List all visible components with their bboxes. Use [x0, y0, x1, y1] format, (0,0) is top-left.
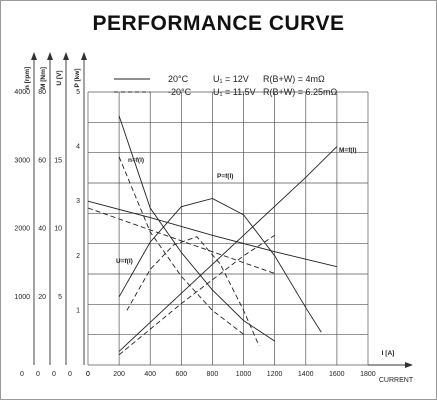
x-axis-title: CURRENT	[379, 377, 414, 384]
legend-temp: -20°C	[168, 87, 192, 97]
legend-voltage: U₁ = 11.5V	[213, 87, 256, 97]
chart-title: PERFORMANCE CURVE	[92, 12, 345, 35]
y-axis-arrow	[31, 52, 37, 60]
x-axis-arrow	[405, 362, 413, 368]
y-axis-label: M [Nm]	[40, 67, 47, 89]
x-tick-label: 800	[207, 371, 219, 378]
y-tick-label: 1	[76, 307, 80, 314]
series-line-nfi-dashed	[118, 156, 244, 335]
zero-tick-label: 0	[36, 371, 40, 378]
y-tick-label: 4	[76, 144, 80, 151]
series-line-mfi-dashed	[118, 234, 275, 356]
zero-tick-label: 0	[68, 371, 72, 378]
y-axis-label: n [rpm]	[24, 67, 31, 89]
y-axis-arrow	[81, 52, 87, 60]
y-tick-label: 60	[38, 157, 46, 164]
y-axis-arrow	[63, 52, 69, 60]
series-line-ufi-solid	[87, 200, 338, 268]
curve-label: M=f(I)	[339, 147, 357, 154]
y-tick-label: 2000	[14, 226, 30, 233]
chart-curve-labels: n=f(I) M=f(I) P=f(I) U=f(I)	[116, 147, 357, 265]
y-tick-label: 20	[38, 294, 46, 301]
chart-curves	[87, 115, 338, 356]
series-line-pfi-dashed	[126, 236, 260, 347]
y-tick-label: 4000	[14, 89, 30, 96]
y-axis-label: P [kw]	[74, 68, 81, 87]
curve-label: n=f(I)	[128, 157, 144, 164]
zero-tick-label: 0	[86, 371, 90, 378]
x-tick-label: 1600	[329, 371, 345, 378]
x-tick-label: 600	[175, 371, 187, 378]
y-tick-label: 3000	[14, 157, 30, 164]
y-tick-label: 10	[54, 226, 62, 233]
y-tick-label: 5	[58, 294, 62, 301]
x-tick-label: 200	[113, 371, 125, 378]
y-tick-label: 1000	[14, 294, 30, 301]
x-tick-label: 1000	[236, 371, 252, 378]
curve-label: U=f(I)	[116, 258, 133, 265]
x-tick-label: 0	[86, 371, 90, 378]
series-line-ufi-dashed	[87, 207, 275, 274]
x-tick-label: 1200	[267, 371, 283, 378]
y-tick-label: 40	[38, 226, 46, 233]
x-tick-label: 1400	[298, 371, 314, 378]
y-tick-label: 80	[38, 89, 46, 96]
x-axis-unit: I [A]	[382, 350, 395, 357]
zero-tick-label: 0	[52, 371, 56, 378]
legend-resistance: R(B+W) = 6.25mΩ	[263, 87, 338, 97]
zero-tick-label: 0	[20, 371, 24, 378]
curve-label: P=f(I)	[217, 173, 233, 180]
legend-temp: 20°C	[168, 74, 189, 84]
series-line-nfi-solid	[118, 115, 275, 342]
chart-axes: n [rpm] M [Nm] U [V] P [kw]	[24, 52, 413, 368]
chart-legend: 20°C U₁ = 12V R(B+W) = 4mΩ -20°C U₁ = 11.5V R…	[114, 74, 338, 97]
y-tick-label: 2	[76, 253, 80, 260]
y-axis-arrow	[47, 52, 53, 60]
series-line-mfi-solid	[118, 146, 338, 352]
chart-grid	[87, 91, 369, 366]
legend-resistance: R(B+W) = 4mΩ	[263, 74, 325, 84]
x-tick-label: 1800	[360, 371, 376, 378]
y-tick-label: 3	[76, 198, 80, 205]
legend-voltage: U₁ = 12V	[213, 74, 249, 84]
y-tick-label: 15	[54, 157, 62, 164]
y-axis-label: U [V]	[56, 70, 63, 85]
x-tick-label: 400	[144, 371, 156, 378]
series-line-pfi-solid	[118, 198, 322, 333]
y-tick-label: 5	[76, 89, 80, 96]
